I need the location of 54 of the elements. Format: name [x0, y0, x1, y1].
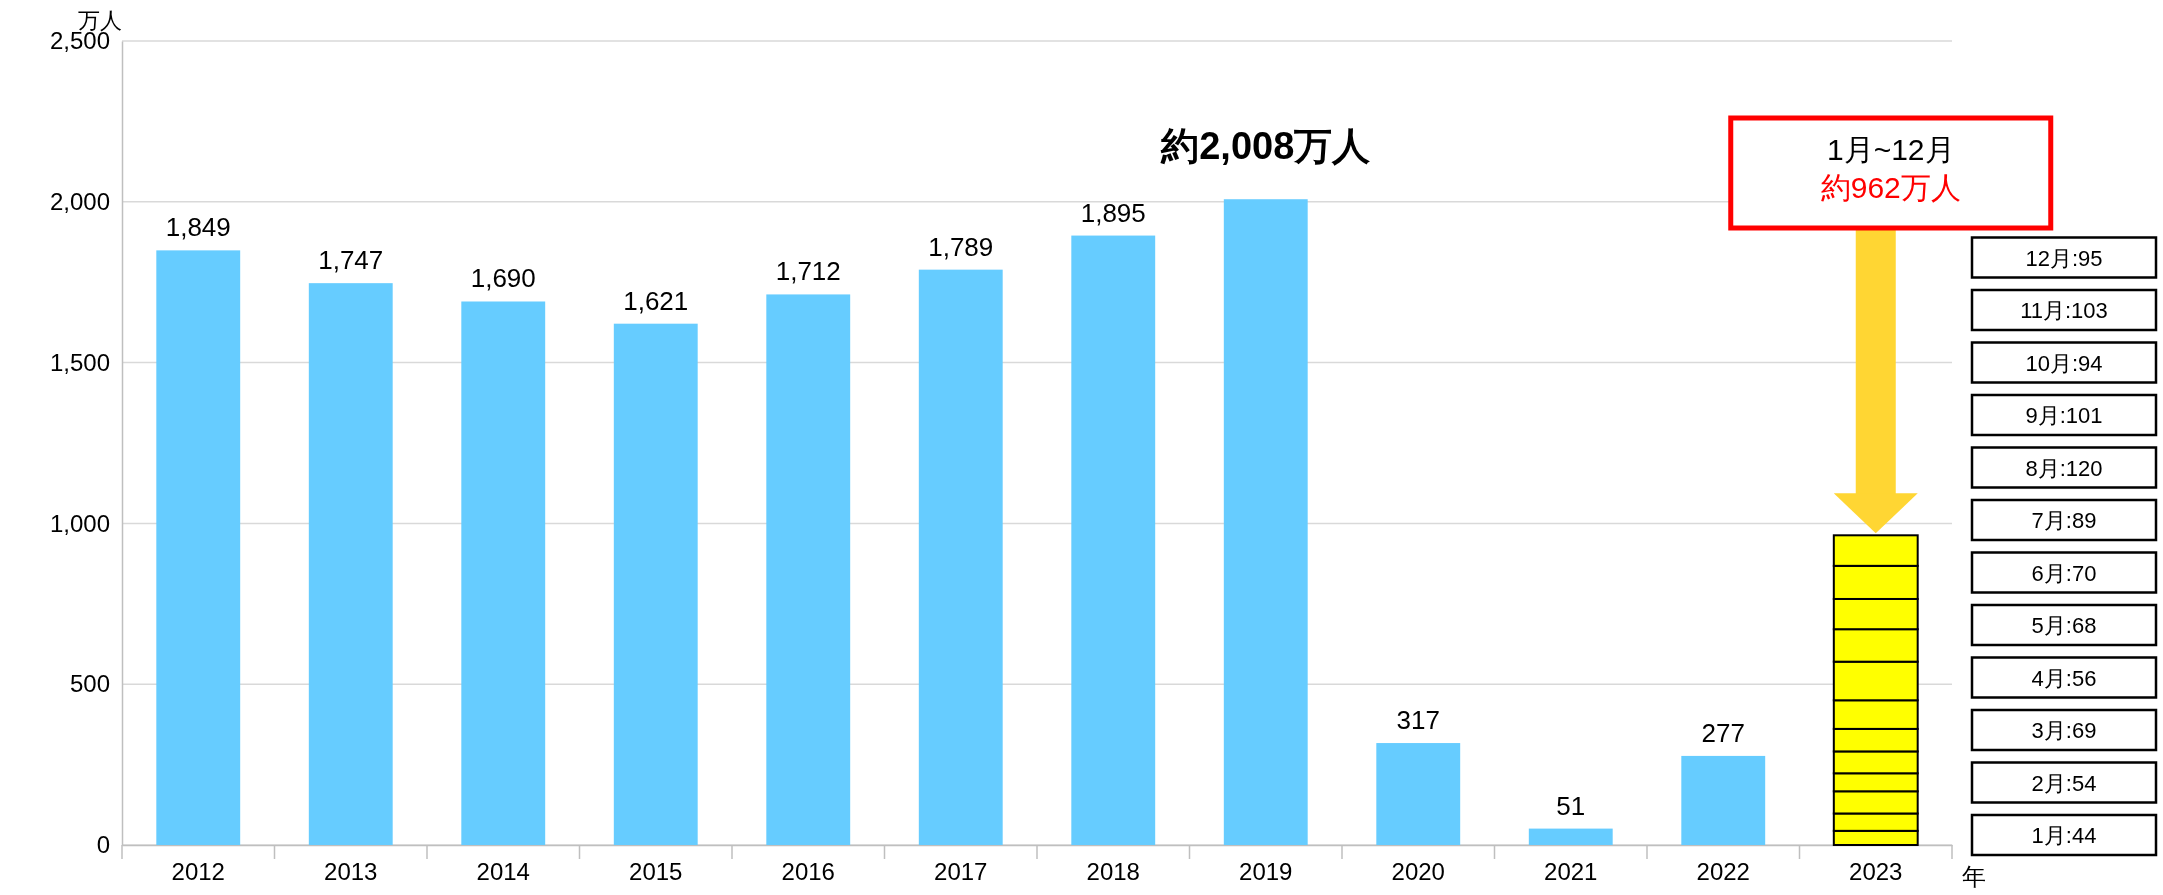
bar: [1681, 755, 1766, 845]
x-tick-label: 2018: [1086, 858, 1140, 886]
text: 8月:120: [2025, 455, 2103, 481]
text: 3月:69: [2031, 718, 2097, 743]
x-tick-label: 2023: [1849, 858, 1903, 886]
text: 5月:68: [2031, 613, 2097, 638]
data-label: 1,895: [1080, 197, 1146, 228]
annotation: 1月~12月: [1826, 133, 1955, 166]
bar: [613, 323, 698, 845]
bar: [1376, 743, 1461, 845]
x-tick-label: 2017: [934, 858, 988, 886]
text: 9月:101: [2025, 403, 2103, 428]
x-tick-label: 2016: [781, 858, 835, 886]
data-label: 1,789: [928, 231, 994, 262]
data-label: 1,621: [623, 285, 689, 316]
data-label: 1,747: [318, 245, 384, 276]
x-tick-label: 2021: [1544, 858, 1598, 886]
x-tick-label: 2020: [1391, 858, 1445, 886]
annotation: 約2,008万人: [1160, 125, 1371, 168]
data-label: 51: [1556, 790, 1586, 821]
bar: [918, 269, 1003, 845]
bar: [1528, 828, 1613, 845]
bar: [308, 283, 393, 845]
x-tick-label: 2012: [171, 858, 225, 886]
y-tick-label: 500: [69, 670, 110, 698]
text: 2月:54: [2031, 770, 2097, 796]
x-tick-label: 2013: [324, 858, 378, 886]
data-label: 277: [1701, 717, 1745, 748]
x-tick-label: 2015: [629, 858, 683, 886]
text: 6月:70: [2031, 560, 2097, 586]
bar: [766, 294, 851, 845]
y-tick-label: 0: [96, 831, 110, 859]
data-label: 1,849: [165, 212, 231, 243]
text: 10月:94: [2025, 350, 2103, 376]
text: 4月:56: [2031, 665, 2097, 691]
text: 12月:95: [2025, 245, 2103, 271]
text: 11月:103: [2020, 298, 2108, 323]
y-tick-label: 1,500: [49, 348, 110, 376]
bar: [461, 301, 546, 845]
bar: [156, 250, 241, 845]
y-tick-label: 2,000: [49, 187, 110, 215]
x-tick-label: 2022: [1696, 858, 1750, 886]
data-label: 1,690: [470, 263, 536, 294]
bar: [1223, 199, 1308, 845]
annotation: 約962万人: [1820, 171, 1961, 204]
text: 1月:44: [2031, 823, 2097, 848]
x-axis-title: 年: [1962, 863, 1986, 890]
data-label: 1,712: [775, 256, 841, 287]
x-tick-label: 2014: [476, 858, 530, 886]
data-label: 317: [1396, 705, 1440, 736]
x-tick-label: 2019: [1239, 858, 1293, 886]
bar: [1071, 235, 1156, 845]
y-tick-label: 1,000: [49, 509, 110, 537]
text: 7月:89: [2031, 508, 2097, 533]
